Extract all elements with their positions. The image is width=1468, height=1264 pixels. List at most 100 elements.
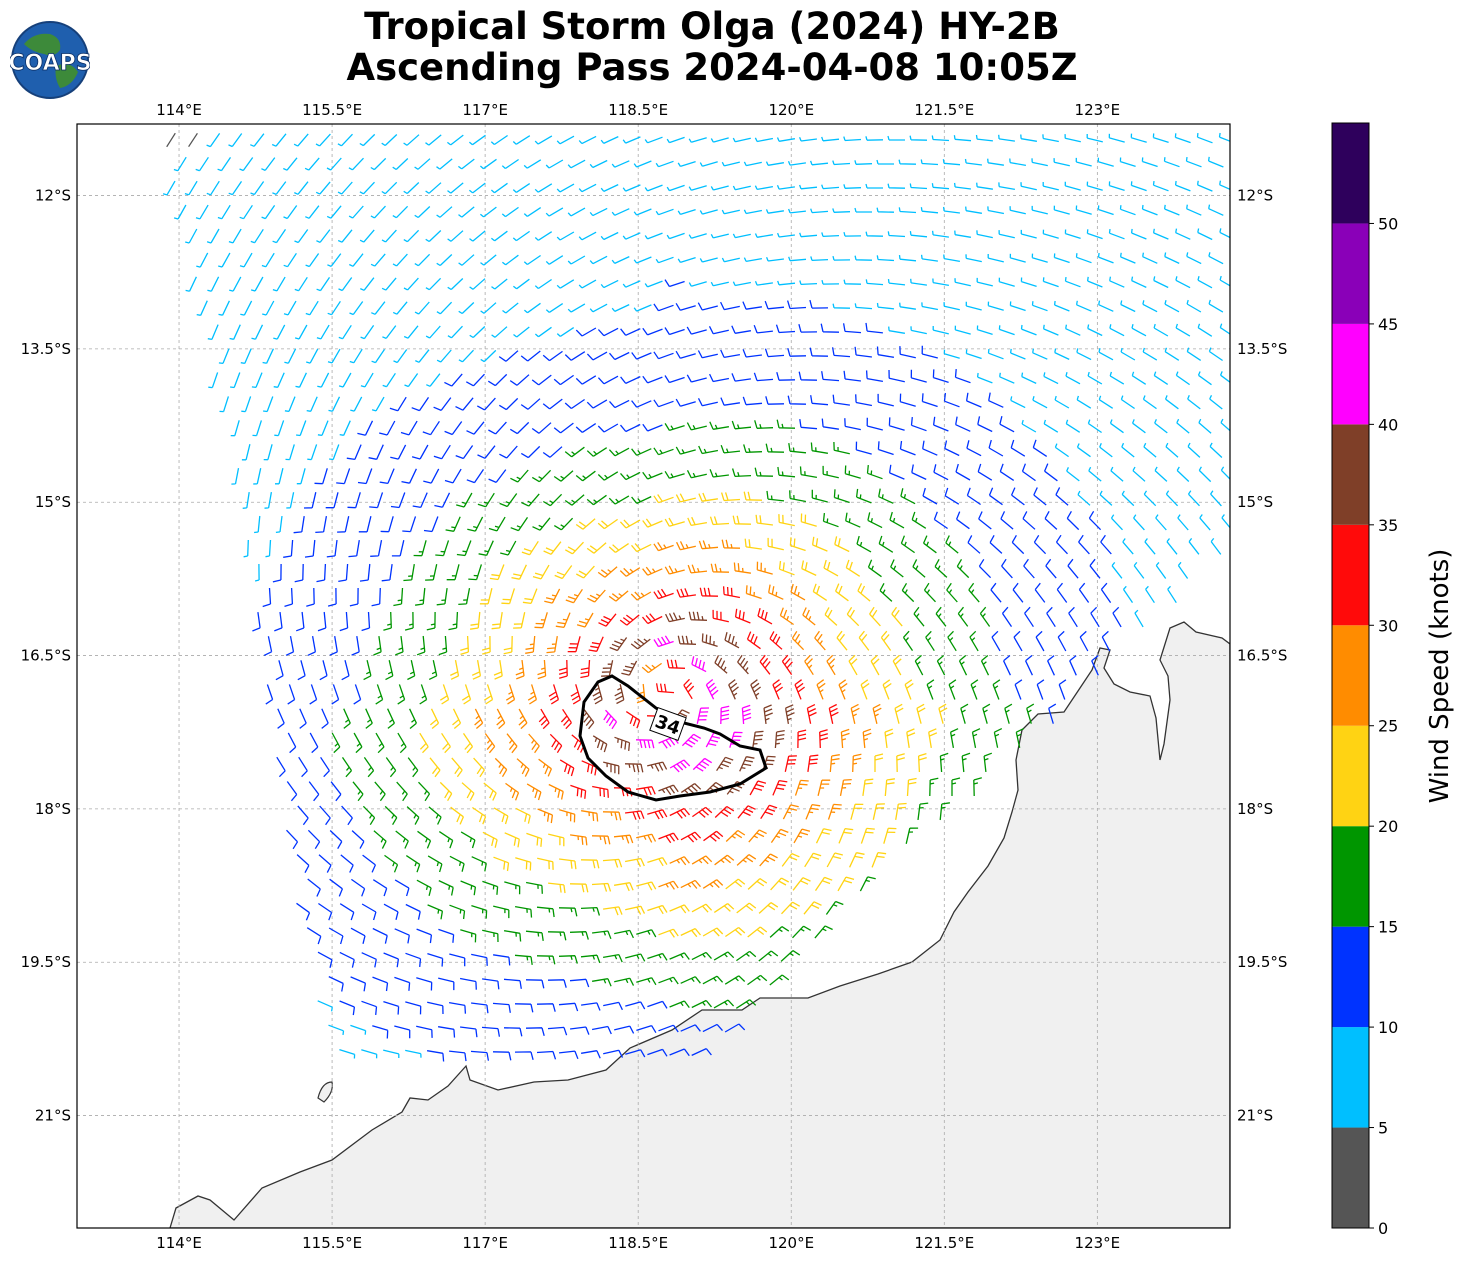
wind-barb bbox=[917, 752, 927, 773]
wind-barb bbox=[491, 278, 508, 290]
wind-barb bbox=[423, 516, 439, 533]
wind-barb bbox=[1186, 299, 1202, 313]
wind-barb bbox=[770, 877, 790, 891]
wind-barb bbox=[724, 632, 740, 649]
wind-barb bbox=[1218, 132, 1230, 142]
wind-barb bbox=[536, 955, 556, 965]
wind-barb bbox=[786, 300, 807, 310]
wind-barb bbox=[494, 757, 508, 778]
wind-barb bbox=[294, 229, 309, 244]
wind-barb bbox=[415, 349, 430, 363]
wind-barb bbox=[992, 679, 1001, 700]
wind-barb bbox=[943, 254, 961, 263]
wind-barb bbox=[988, 392, 1004, 408]
wind-barb bbox=[438, 977, 455, 991]
wind-barb bbox=[351, 636, 360, 656]
wind-barb bbox=[747, 878, 768, 890]
wind-barb bbox=[479, 158, 497, 170]
wind-barb bbox=[691, 903, 713, 913]
wind-barb bbox=[1053, 205, 1070, 215]
wind-barb bbox=[184, 180, 198, 196]
wind-barb bbox=[1155, 514, 1167, 531]
wind-barb bbox=[542, 446, 563, 458]
wind-barb bbox=[687, 564, 708, 574]
wind-barb bbox=[625, 905, 646, 915]
wind-barb bbox=[754, 185, 774, 191]
wind-barb bbox=[338, 277, 353, 292]
wind-barb bbox=[503, 635, 513, 655]
wind-barb bbox=[326, 157, 342, 171]
wind-barb bbox=[242, 492, 250, 509]
wind-barb bbox=[664, 279, 685, 288]
wind-barb bbox=[752, 730, 764, 748]
wind-barb bbox=[777, 466, 796, 478]
wind-barb bbox=[732, 281, 752, 287]
wind-barb bbox=[1133, 514, 1145, 531]
wind-barb bbox=[669, 952, 690, 960]
wind-barb bbox=[731, 468, 752, 478]
wind-barb bbox=[353, 732, 363, 754]
wind-barb bbox=[429, 708, 440, 730]
wind-barb bbox=[480, 302, 497, 314]
wind-barb bbox=[306, 927, 322, 945]
wind-barb bbox=[869, 606, 881, 627]
wind-barb bbox=[920, 159, 939, 166]
lat-tick-left-3: 16.5°S bbox=[21, 647, 71, 665]
wind-barb bbox=[403, 277, 419, 291]
wind-barb bbox=[1186, 252, 1202, 265]
wind-barb bbox=[284, 587, 294, 608]
wind-barb bbox=[688, 185, 707, 191]
wind-barb bbox=[878, 535, 894, 553]
wind-barb bbox=[696, 707, 710, 724]
wind-barb bbox=[688, 281, 707, 287]
wind-barb bbox=[438, 635, 448, 656]
wind-barb bbox=[592, 785, 609, 798]
wind-barb bbox=[418, 781, 431, 802]
wind-barb bbox=[471, 1002, 489, 1014]
wind-barb bbox=[512, 230, 530, 242]
chart-title: Tropical Storm Olga (2024) HY-2B Ascendi… bbox=[240, 6, 1184, 88]
wind-barb bbox=[843, 184, 862, 189]
wind-barb bbox=[402, 516, 417, 533]
wind-barb bbox=[692, 806, 713, 818]
wind-barb bbox=[537, 808, 554, 824]
wind-barb bbox=[843, 279, 862, 285]
wind-barb bbox=[669, 1048, 690, 1057]
wind-barb bbox=[437, 1026, 456, 1038]
wind-barb bbox=[614, 1025, 635, 1034]
wind-barb bbox=[840, 728, 850, 749]
lat-tick-left-5: 19.5°S bbox=[21, 953, 71, 971]
wind-barb bbox=[514, 1003, 534, 1013]
wind-barb bbox=[580, 659, 591, 679]
wind-barb bbox=[556, 183, 575, 193]
wind-barb bbox=[998, 230, 1015, 239]
wind-barb bbox=[642, 566, 663, 576]
wind-barb bbox=[381, 564, 393, 582]
wind-barb bbox=[1175, 323, 1191, 337]
wind-barb bbox=[196, 300, 208, 316]
wind-barb bbox=[810, 208, 829, 214]
wind-barb bbox=[814, 630, 826, 651]
wind-barb bbox=[821, 371, 840, 382]
wind-barb bbox=[926, 679, 935, 700]
wind-barb bbox=[798, 324, 818, 333]
wind-barb bbox=[296, 420, 307, 437]
wind-barb bbox=[325, 492, 339, 509]
wind-barb bbox=[592, 684, 603, 705]
wind-barb bbox=[691, 951, 712, 961]
wind-barb bbox=[489, 564, 505, 581]
wind-barb bbox=[887, 279, 906, 286]
wind-barb bbox=[658, 928, 679, 938]
wind-barb bbox=[921, 302, 939, 311]
wind-barb bbox=[1075, 205, 1092, 215]
wind-barb bbox=[764, 300, 785, 310]
wind-barb bbox=[405, 855, 421, 873]
wind-barb bbox=[250, 228, 264, 244]
wind-barb bbox=[680, 1024, 701, 1032]
wind-barb bbox=[728, 679, 739, 700]
wind-barb bbox=[567, 159, 586, 169]
wind-barb bbox=[602, 858, 623, 868]
wind-barb bbox=[320, 756, 330, 778]
wind-barb bbox=[379, 468, 395, 485]
